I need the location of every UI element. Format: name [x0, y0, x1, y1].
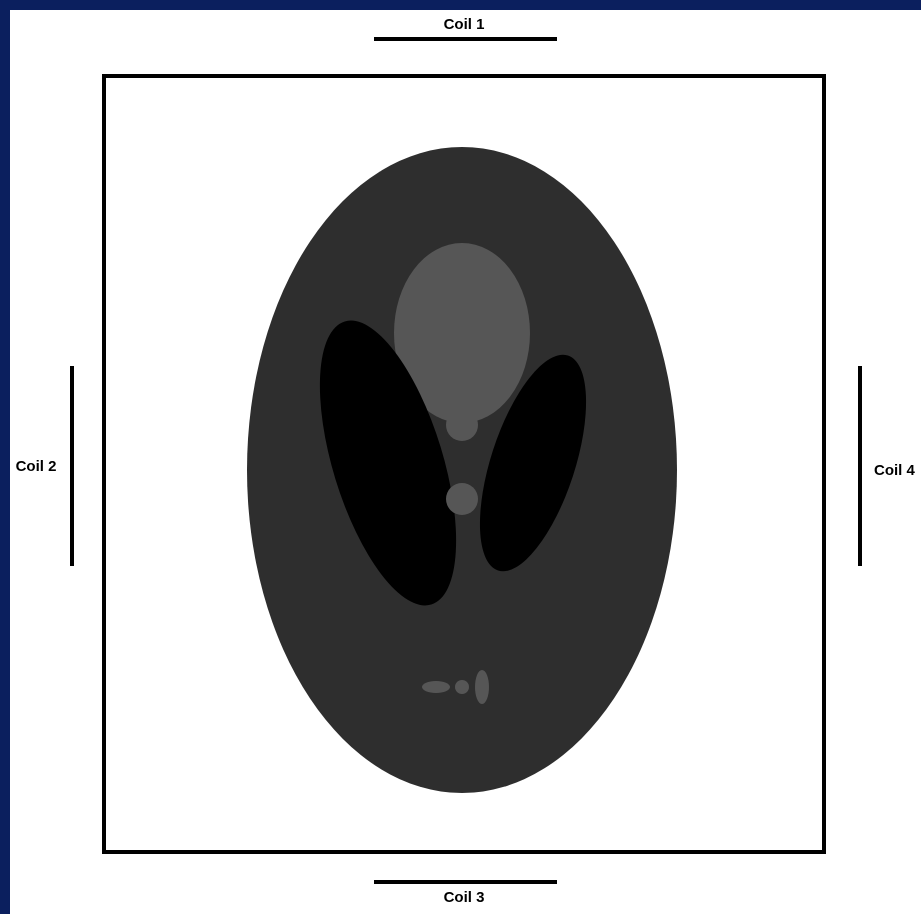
phantom-region	[446, 483, 478, 515]
coil-label: Coil 2	[16, 458, 57, 475]
coil-label: Coil 1	[444, 16, 485, 33]
phantom-region	[475, 670, 489, 704]
coil-label: Coil 3	[444, 889, 485, 906]
phantom-region	[479, 354, 587, 572]
phantom-region	[319, 320, 457, 606]
phantom-region	[455, 680, 469, 694]
phantom	[247, 147, 677, 793]
phantom-region	[394, 243, 530, 423]
phantom-region	[422, 681, 450, 693]
frame	[102, 74, 826, 854]
phantom-body	[247, 147, 677, 793]
phantom-region	[446, 409, 478, 441]
coil-label: Coil 4	[874, 462, 915, 479]
